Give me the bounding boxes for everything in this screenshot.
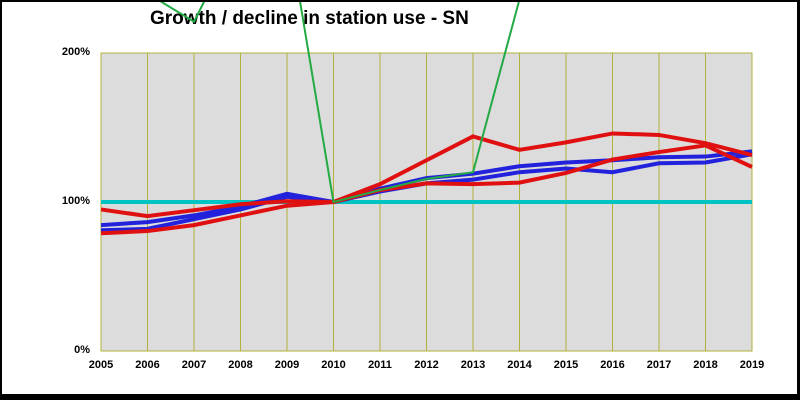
x-axis-tick-label: 2018: [693, 359, 718, 371]
x-axis-tick-label: 2007: [181, 359, 207, 371]
red-series-lower-line: [100, 143, 753, 236]
x-axis-tick-label: 2010: [321, 359, 346, 371]
x-axis-tick-label: 2006: [135, 359, 160, 371]
x-axis-tick-label: 2005: [88, 359, 114, 371]
y-axis-tick-label: 200%: [61, 46, 90, 58]
y-axis-tick-label: 100%: [61, 195, 90, 207]
green-series-line: [159, 2, 520, 204]
chart-title: Growth / decline in station use - SN: [150, 8, 469, 29]
x-axis-tick-label: 2012: [414, 359, 439, 371]
x-axis-tick-label: 2009: [274, 359, 300, 371]
x-axis-tick-label: 2013: [460, 359, 486, 371]
x-axis-tick-label: 2017: [646, 359, 672, 371]
x-axis-tick-label: 2016: [600, 359, 625, 371]
x-axis-tick-label: 2014: [507, 359, 532, 371]
x-axis-tick-label: 2008: [228, 359, 253, 371]
red-series-upper-line: [100, 131, 753, 219]
x-axis-tick-label: 2019: [739, 359, 765, 371]
x-axis-tick-label: 2011: [368, 359, 392, 371]
x-axis-tick-label: 2015: [553, 359, 579, 371]
y-axis-tick-label: 0%: [74, 344, 90, 356]
